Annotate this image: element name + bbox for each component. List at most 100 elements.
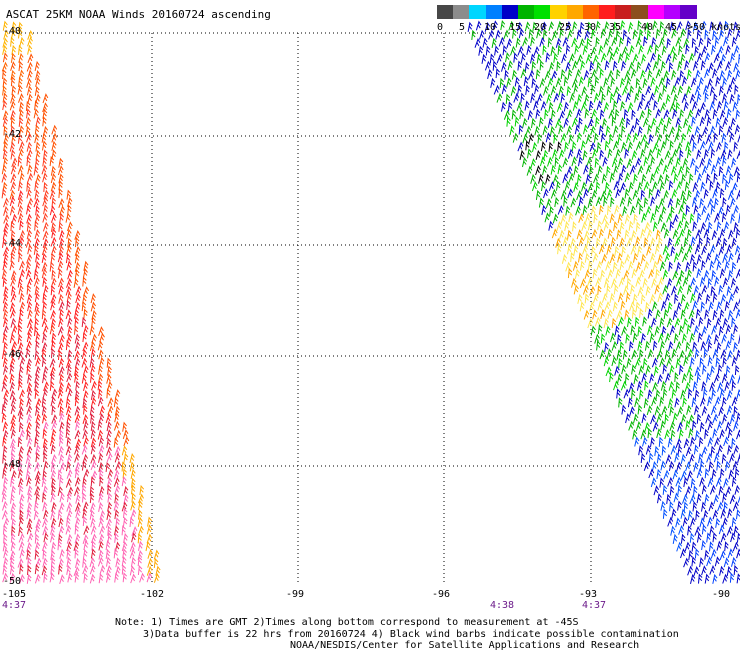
wind-barb [115, 454, 120, 463]
wind-barb [709, 303, 713, 312]
wind-barb [573, 262, 578, 271]
wind-barb [588, 262, 592, 271]
wind-barb [67, 374, 72, 382]
wind-barb [673, 535, 677, 544]
wind-barb [641, 150, 645, 159]
time-label-mid: 4:38 [490, 600, 514, 611]
wind-barb [75, 573, 79, 582]
wind-barb [20, 310, 24, 319]
wind-barb [663, 246, 668, 255]
wind-barb [27, 190, 31, 199]
wind-barb [737, 550, 740, 559]
wind-barb [641, 334, 645, 343]
wind-barb [719, 407, 724, 416]
wind-barb [716, 319, 721, 328]
wind-barb [11, 487, 15, 496]
wind-barb [91, 477, 95, 486]
wind-barb [723, 575, 728, 584]
wind-barb [549, 222, 553, 231]
wind-barb [4, 223, 9, 232]
wind-barb [613, 302, 617, 311]
wind-barb [131, 502, 136, 511]
wind-barb [42, 166, 47, 175]
wind-barb [122, 447, 127, 456]
wind-barb [647, 230, 652, 239]
wind-barb [124, 534, 128, 543]
wind-barb [531, 159, 536, 168]
wind-barb [648, 350, 653, 359]
wind-barb [623, 87, 628, 95]
wind-barb [585, 109, 589, 118]
wind-barb [716, 478, 721, 486]
wind-barb [641, 191, 645, 200]
wind-barb [644, 157, 648, 166]
wind-barb [686, 447, 691, 456]
wind-barb [612, 357, 617, 366]
wind-barb [59, 302, 64, 310]
wind-barb [531, 175, 536, 184]
wind-barb [681, 535, 685, 544]
wind-barb [657, 149, 661, 158]
wind-barb [645, 142, 649, 151]
wind-barb [606, 262, 611, 271]
wind-barb [606, 126, 610, 135]
wind-barb [100, 566, 105, 575]
wind-barb [52, 134, 57, 143]
wind-barb [533, 143, 537, 152]
wind-barb [608, 149, 612, 158]
wind-barb [685, 543, 690, 552]
wind-barb [545, 110, 549, 119]
wind-barb [555, 158, 559, 167]
wind-barb [43, 94, 48, 103]
wind-barb [690, 455, 695, 464]
wind-barb [90, 575, 95, 584]
wind-barb [26, 349, 30, 358]
wind-barb [483, 39, 487, 48]
wind-barb [693, 142, 697, 151]
wind-barb [691, 319, 695, 328]
wind-barb [84, 470, 89, 478]
wind-barb [692, 117, 696, 126]
wind-barb [569, 54, 574, 62]
wind-barb [52, 455, 57, 464]
wind-barb [83, 343, 88, 351]
wind-barb [58, 541, 62, 550]
wind-barb [547, 95, 552, 104]
wind-barb [554, 134, 558, 143]
wind-barb [704, 190, 708, 199]
wind-barb [705, 430, 709, 439]
wind-barb [579, 77, 583, 86]
wind-barb [107, 389, 110, 398]
wind-barb [652, 359, 657, 368]
legend-label: 35 [609, 22, 621, 33]
wind-barb [521, 70, 526, 79]
wind-barb [36, 453, 40, 462]
wind-barb [605, 183, 609, 192]
wind-barb [622, 365, 626, 374]
wind-barb [700, 461, 704, 470]
wind-barb [651, 438, 655, 447]
wind-barb [727, 391, 732, 400]
wind-barb [728, 150, 732, 159]
wind-barb [628, 318, 632, 327]
lon-label: -93 [579, 589, 597, 600]
wind-barb [612, 319, 616, 328]
wind-barb [690, 95, 695, 104]
wind-barb [539, 118, 543, 127]
wind-barb [566, 45, 570, 54]
wind-barb [607, 350, 611, 359]
wind-barb [4, 207, 9, 216]
wind-barb [68, 223, 73, 232]
wind-barb [726, 62, 731, 71]
legend-swatch [437, 5, 454, 19]
wind-barb [44, 205, 48, 214]
wind-barb [658, 255, 663, 264]
wind-barb [732, 558, 737, 567]
wind-barb [623, 351, 627, 360]
wind-barb [679, 167, 684, 176]
wind-barb [648, 109, 652, 118]
wind-barb [563, 159, 568, 168]
wind-barb [84, 526, 89, 534]
wind-barb [44, 453, 48, 462]
wind-barb [665, 415, 669, 424]
